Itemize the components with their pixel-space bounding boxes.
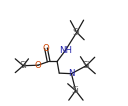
Text: O: O bbox=[35, 61, 41, 70]
Text: O: O bbox=[43, 44, 49, 53]
Text: Si: Si bbox=[82, 61, 90, 70]
Text: N: N bbox=[68, 69, 75, 78]
Text: Si: Si bbox=[73, 28, 81, 37]
Text: NH: NH bbox=[59, 46, 72, 55]
Text: Si: Si bbox=[72, 86, 80, 95]
Text: Si: Si bbox=[19, 61, 27, 70]
